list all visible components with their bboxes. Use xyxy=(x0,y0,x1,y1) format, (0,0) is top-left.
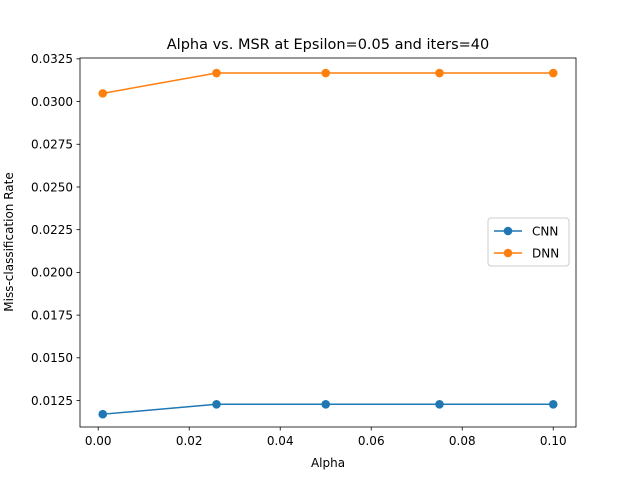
axes-frame xyxy=(79,57,577,428)
data-point-dnn xyxy=(321,68,331,78)
axes: 0.00 0.02 0.04 0.06 0.08 0.10 0.0125 0.0150 0.01… xyxy=(31,52,577,448)
data-point-cnn xyxy=(212,399,221,409)
x-axis-label: Alpha xyxy=(311,456,345,470)
y-tick-label: 0.0125 xyxy=(31,394,73,408)
y-tick-label: 0.0200 xyxy=(31,266,73,280)
data-point-cnn xyxy=(435,399,444,409)
data-point-cnn xyxy=(321,399,331,409)
legend-marker-dnn xyxy=(503,248,513,258)
legend: CNN DNN xyxy=(487,217,570,267)
y-tick-label: 0.0300 xyxy=(31,95,73,109)
x-tick-label: 0.04 xyxy=(267,434,294,448)
plot-area xyxy=(98,68,558,419)
data-point-dnn xyxy=(435,68,444,78)
x-tick-label: 0.08 xyxy=(449,434,476,448)
data-point-dnn xyxy=(548,68,558,78)
y-tick-label: 0.0275 xyxy=(31,138,73,152)
data-point-cnn xyxy=(98,409,108,419)
data-point-dnn xyxy=(98,89,108,98)
legend-label-cnn: CNN xyxy=(532,224,558,238)
data-point-dnn xyxy=(212,68,221,78)
x-tick-label: 0.10 xyxy=(540,434,567,448)
x-tick-label: 0.06 xyxy=(358,434,385,448)
y-tick-label: 0.0175 xyxy=(31,308,73,322)
y-tick-label: 0.0325 xyxy=(31,52,73,66)
chart-title: Alpha vs. MSR at Epsilon=0.05 and iters=… xyxy=(167,37,490,53)
data-point-cnn xyxy=(548,399,558,409)
x-tick-label: 0.00 xyxy=(85,434,112,448)
x-tick-label: 0.02 xyxy=(176,434,203,448)
legend-label-dnn: DNN xyxy=(532,246,559,260)
legend-marker-cnn xyxy=(503,226,513,236)
y-axis-label: Miss-classification Rate xyxy=(2,172,16,311)
y-tick-label: 0.0150 xyxy=(31,351,73,365)
y-tick-label: 0.0225 xyxy=(31,223,73,237)
y-tick-label: 0.0250 xyxy=(31,180,73,194)
